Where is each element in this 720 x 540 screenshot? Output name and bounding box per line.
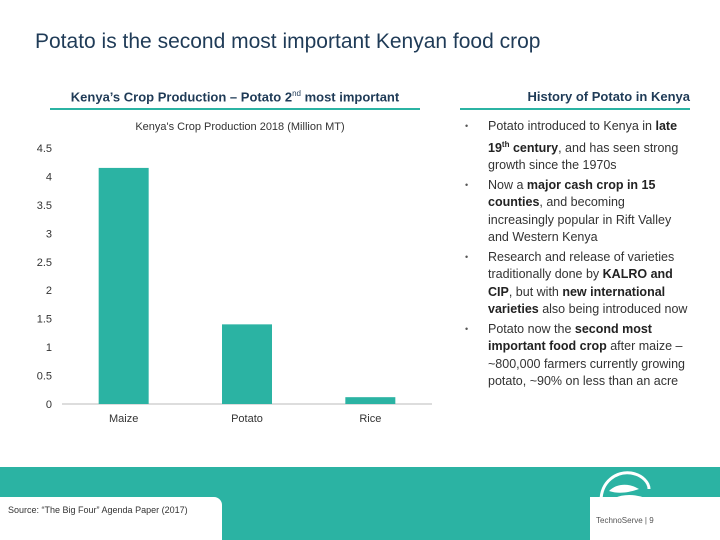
history-bullet: Research and release of varieties tradit… [464,249,692,319]
y-tick-label: 3.5 [37,200,52,212]
bullet-emphasis-text: late 19 [488,119,678,155]
bullet-text: Potato introduced to Kenya in [488,119,656,133]
bullet-emphasis-text: KALRO and CIP [488,267,673,299]
y-tick-label: 0 [46,399,52,411]
bullet-text: , and has seen strong growth since the 1… [488,140,679,173]
bullet-text: Potato now the [488,321,575,336]
brand-box: TechnoServe | 9 [590,497,720,540]
x-tick-label: Maize [109,413,138,425]
bullet-emphasis-text: second most important food crop [488,321,652,354]
history-bullet: Potato introduced to Kenya in late 19th … [464,118,692,175]
y-tick-label: 2.5 [37,257,52,269]
history-bullet: Potato now the second most important foo… [464,321,692,391]
history-bullet: Now a major cash crop in 15 counties, an… [464,177,692,247]
bullet-text: Now a [488,177,527,192]
y-tick-label: 3 [46,228,52,240]
y-tick-label: 2 [46,285,52,297]
slide-title: Potato is the second most important Keny… [35,30,541,53]
history-section-header: History of Potato in Kenya [460,89,690,110]
y-tick-label: 1 [46,342,52,354]
y-tick-label: 1.5 [37,314,52,326]
chart-section-header: Kenya’s Crop Production – Potato 2nd mos… [50,89,420,111]
bar-rice [345,397,396,404]
bullet-text: , and becoming increasingly popular in R… [488,195,672,245]
y-tick-label: 0.5 [37,371,52,383]
bar-potato [222,324,272,404]
bullet-emphasis-text: century [509,140,559,155]
history-bullet-list: Potato introduced to Kenya in late 19th … [464,118,692,393]
bullet-text: also being introduced now [538,302,688,317]
chart-section-header-text: Kenya’s Crop Production – Potato 2 [70,89,293,105]
chart-title: Kenya's Crop Production 2018 (Million MT… [135,121,345,133]
x-tick-label: Rice [359,413,381,425]
x-tick-label: Potato [231,413,263,425]
y-tick-label: 4 [46,171,52,183]
bullet-text: Research and release of varieties tradit… [488,249,675,282]
brand-page-label: TechnoServe | 9 [596,516,654,525]
source-box: Source: “The Big Four” Agenda Paper (201… [0,497,222,540]
bullet-emphasis-text: th [501,139,510,149]
source-note: Source: “The Big Four” Agenda Paper (201… [8,505,188,515]
crop-production-chart: 0 0.5 1 1.5 2 2.5 3 3.5 4 4.5 Maize Potato Rice [37,143,432,425]
bullet-text: after maize – ~800,000 farmers currently… [488,339,685,389]
bullet-emphasis-text: major cash crop in 15 counties [488,177,656,210]
bullet-emphasis-text: new international varieties [488,284,666,317]
chart-section-header-superscript: nd [292,89,301,98]
y-tick-label: 4.5 [37,143,52,155]
chart-section-header-text-end: most important [300,89,400,105]
bar-maize [98,167,149,404]
bullet-text: , but with [508,284,563,299]
technoserve-logo-icon [599,471,651,502]
